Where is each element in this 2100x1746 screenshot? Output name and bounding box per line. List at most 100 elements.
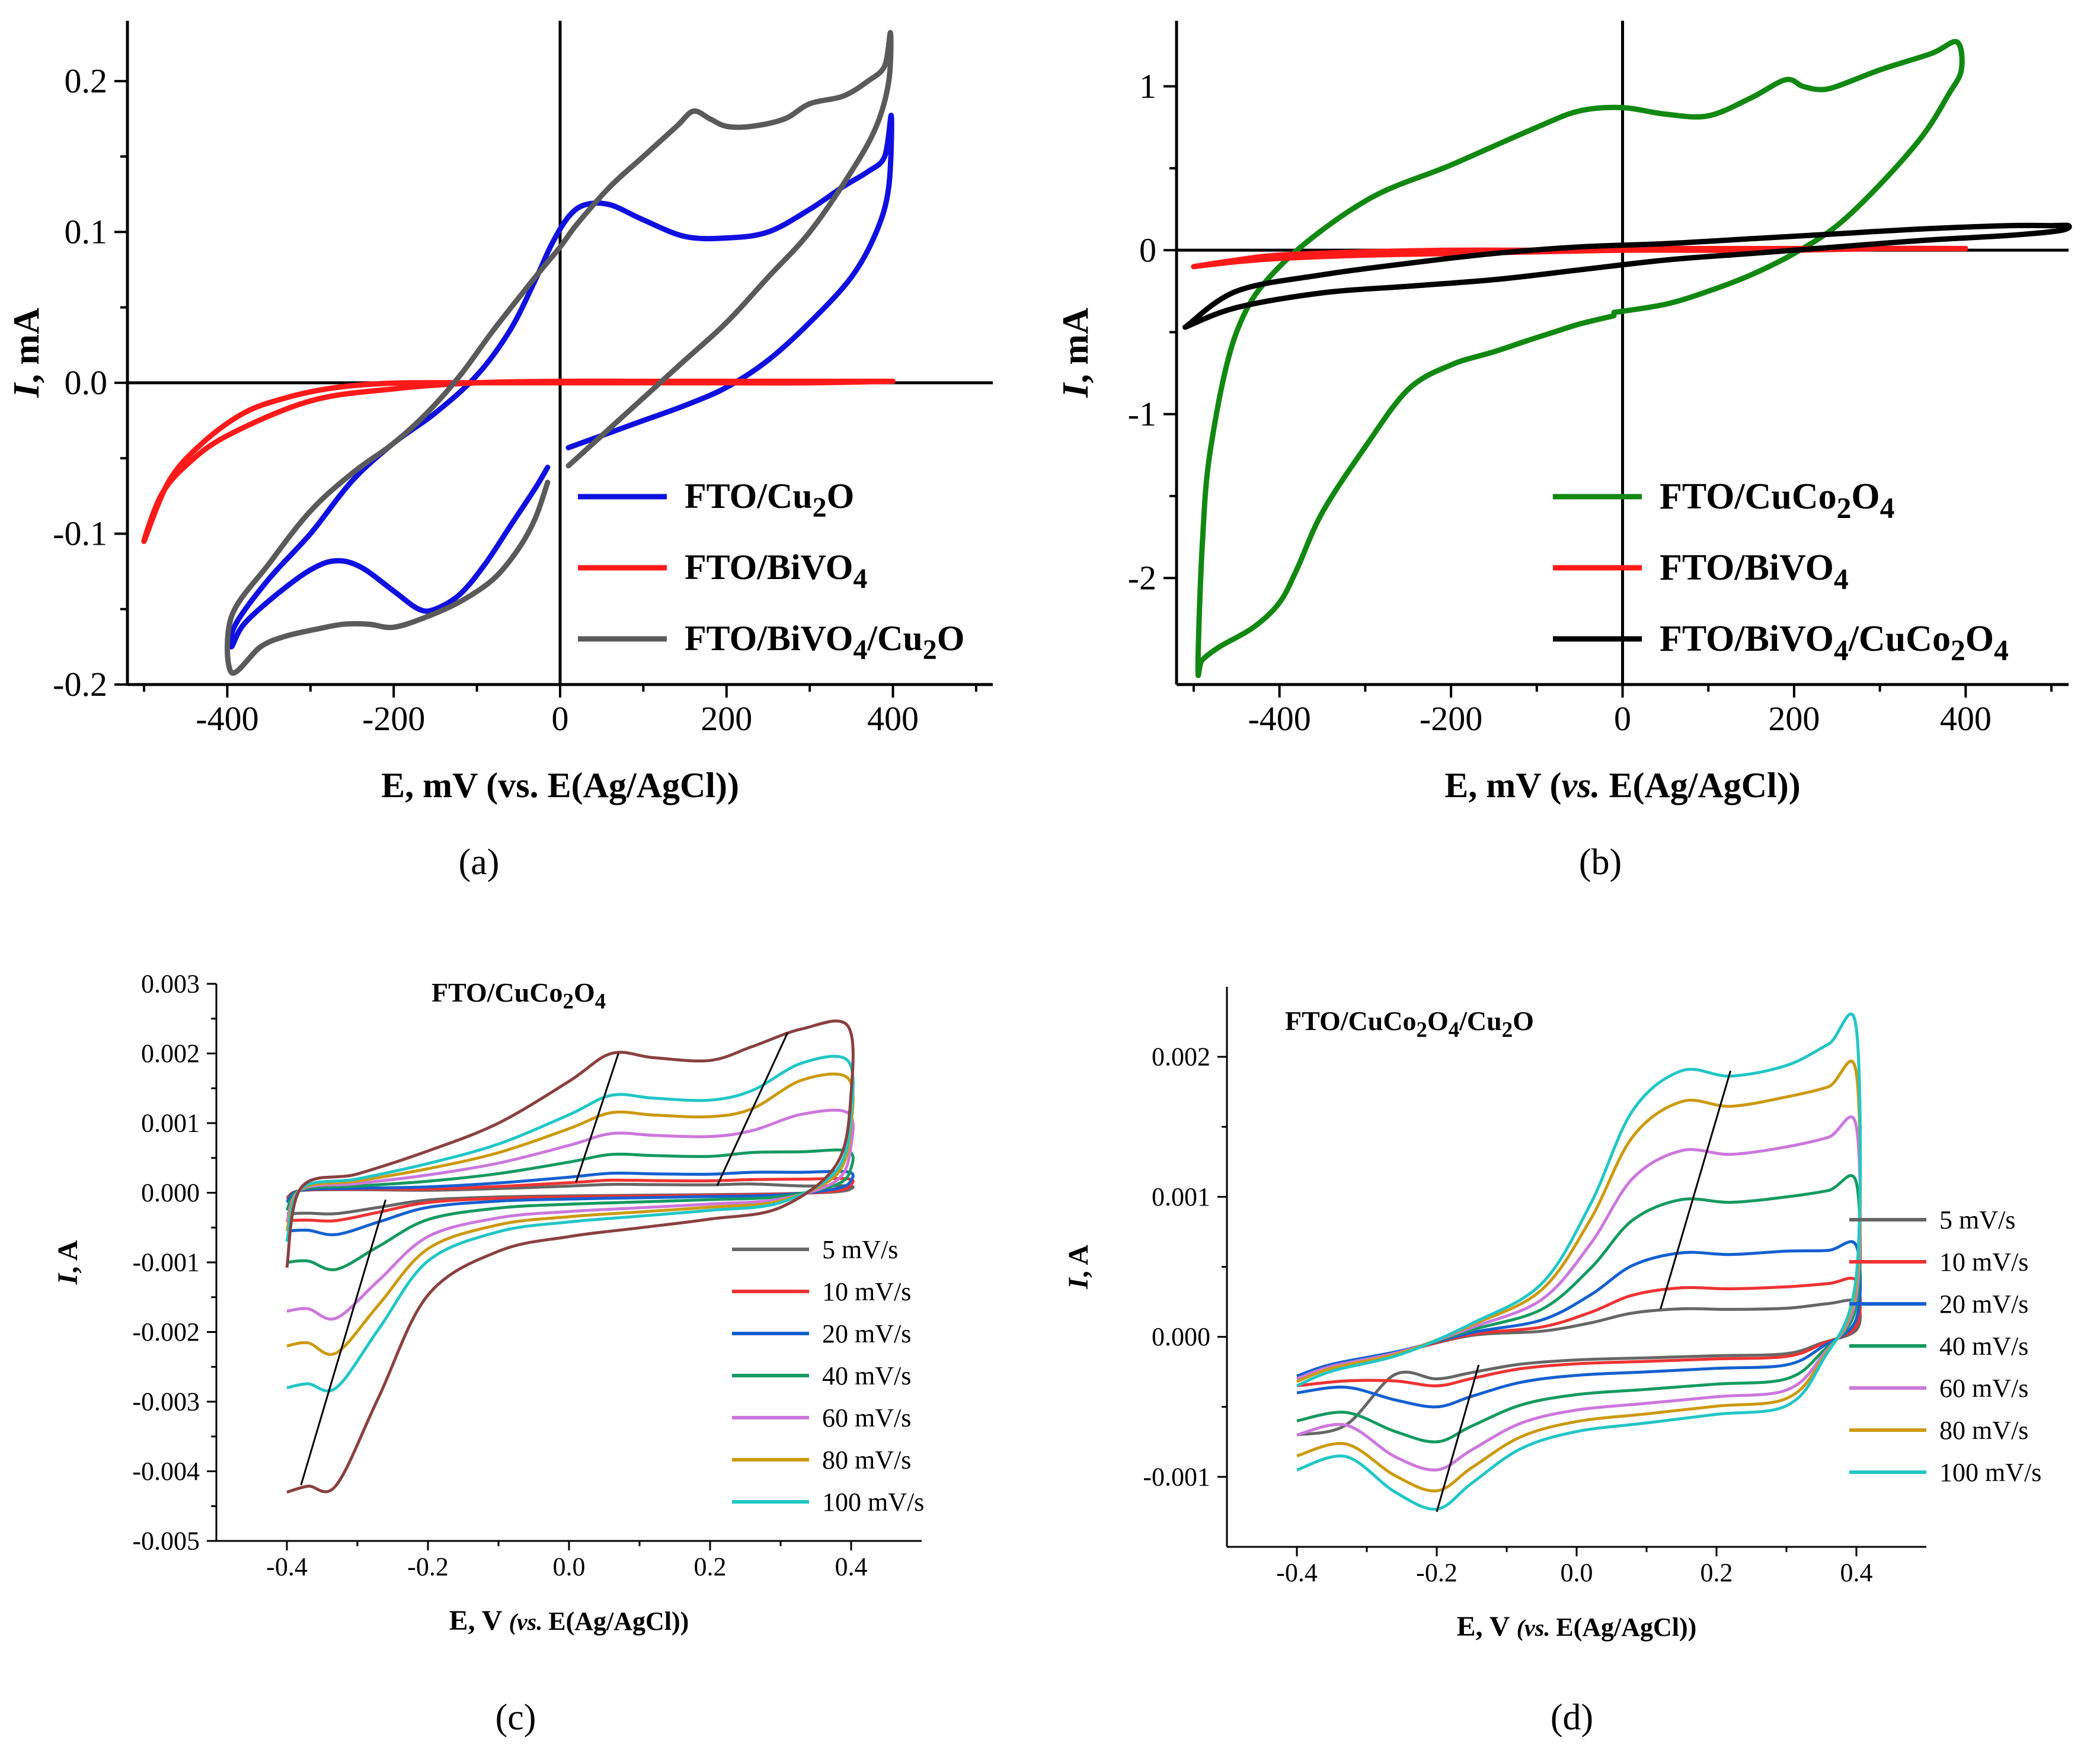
legend: 5 mV/s 10 mV/s 20 mV/s 40 mV/s 60 mV/s 80 mV/…: [1849, 1205, 2041, 1487]
y-tick-label: -2: [1128, 558, 1156, 597]
legend-label: FTO/Cu2O: [685, 477, 854, 523]
x-tick-label: -0.2: [1416, 1558, 1457, 1587]
peak-trend-line: [1436, 1364, 1480, 1512]
caption-c: (c): [496, 1697, 536, 1738]
panel-c-chart: -0.4 -0.2 0.0 0.2 0.4-0.005-0.004-0.003-0.00…: [52, 970, 924, 1636]
y-tick-label: 0.001: [1152, 1182, 1210, 1211]
legend-label: 80 mV/s: [822, 1446, 911, 1475]
y-ticks: -0.2 -0.1 0.0 0.1 0.2: [53, 62, 127, 703]
series-line: [286, 1182, 855, 1216]
legend-label: FTO/BiVO4/CuCo2O4: [1660, 619, 2009, 667]
legend-label: 20 mV/s: [822, 1319, 911, 1348]
panel-d-chart: -0.4 -0.2 0.0 0.2 0.4 -0.001 0.000 0.001 0.002 FT…: [1063, 987, 2041, 1642]
y-tick-label: -0.1: [53, 514, 107, 553]
x-axis-title: E, V (vs. E(Ag/AgCl)): [1457, 1611, 1697, 1642]
legend-label: 100 mV/s: [1939, 1458, 2041, 1487]
x-tick-label: -200: [1420, 699, 1482, 738]
y-axis-title: I, mA: [1056, 308, 1096, 398]
x-tick-label: -200: [362, 699, 425, 738]
peak-trend-line: [1660, 1070, 1732, 1309]
trend-lines: [300, 1032, 789, 1486]
legend-label: FTO/CuCo2O4: [1660, 477, 1894, 525]
x-ticks: -400 -200 0 200 400: [1192, 685, 2053, 738]
legend-label: 5 mV/s: [1939, 1205, 2015, 1235]
peak-trend-line: [716, 1032, 789, 1187]
legend-label: FTO/BiVO4: [685, 548, 867, 594]
y-axis-title: I, A: [1063, 1245, 1094, 1290]
peak-trend-line: [300, 1199, 387, 1486]
y-tick-label: 0: [1139, 231, 1156, 269]
x-tick-label: -400: [196, 699, 258, 738]
y-tick-label: 0.001: [141, 1109, 200, 1138]
series-line: [285, 1148, 855, 1271]
x-tick-label: 200: [1768, 699, 1820, 738]
y-ticks: -0.005 -0.004 -0.003 -0.002 -0.001 0.000 0.001…: [132, 970, 216, 1556]
series-line: [224, 30, 894, 676]
series-line: [286, 1169, 855, 1236]
series-group: [1182, 39, 2072, 678]
trend-lines: [1436, 1070, 1732, 1512]
y-tick-label: 0.003: [141, 970, 200, 999]
panel-title: FTO/CuCo2O4/Cu2O: [1285, 1006, 1534, 1042]
legend-label: 60 mV/s: [822, 1403, 911, 1432]
legend-label: 10 mV/s: [1939, 1248, 2028, 1277]
y-tick-label: -0.001: [1143, 1462, 1210, 1491]
y-tick-label: 0.0: [65, 363, 108, 402]
y-ticks: -2 -1 0 1: [1128, 67, 1177, 597]
caption-b: (b): [1579, 842, 1622, 882]
x-axis-title: E, V (vs. E(Ag/AgCl)): [449, 1605, 689, 1636]
series-line: [285, 1054, 855, 1393]
series-line: [141, 378, 896, 544]
series-line: [1195, 39, 1965, 678]
y-tick-label: 0.000: [141, 1178, 200, 1207]
series-group: [285, 1019, 855, 1494]
x-tick-label: -400: [1248, 699, 1310, 738]
x-axis-title: E, mV (vs. E(Ag/AgCl)): [1444, 766, 1801, 805]
series-line: [228, 113, 894, 650]
x-tick-label: 0: [1614, 699, 1631, 738]
peak-trend-line: [575, 1053, 619, 1183]
x-tick-label: -0.2: [407, 1552, 449, 1581]
series-line: [1296, 1012, 1862, 1511]
y-tick-label: 0.000: [1152, 1322, 1210, 1351]
caption-a: (a): [459, 842, 500, 882]
legend: FTO/CuCo2O4 FTO/BiVO4 FTO/BiVO4/CuCo2O4: [1553, 477, 2009, 666]
series-group: [1296, 1012, 1862, 1511]
y-tick-label: -0.001: [132, 1248, 200, 1277]
x-tick-label: 0.4: [1840, 1558, 1873, 1587]
series-line: [286, 1176, 855, 1223]
legend-label: 40 mV/s: [822, 1361, 911, 1390]
x-tick-label: -0.4: [1276, 1558, 1318, 1587]
y-ticks: -0.001 0.000 0.001 0.002: [1143, 1043, 1227, 1491]
y-tick-label: -0.2: [53, 665, 107, 703]
caption-d: (d): [1551, 1697, 1593, 1738]
legend-label: 40 mV/s: [1939, 1332, 2028, 1361]
legend: FTO/Cu2O FTO/BiVO4 FTO/BiVO4/Cu2O: [578, 477, 964, 666]
x-tick-label: 0.4: [835, 1552, 868, 1581]
series-line: [285, 1108, 855, 1321]
legend-label: 10 mV/s: [822, 1277, 911, 1306]
x-axis-title: E, mV (vs. E(Ag/AgCl)): [381, 766, 739, 805]
x-tick-label: 0.2: [1701, 1558, 1733, 1587]
legend-label: 60 mV/s: [1939, 1374, 2028, 1403]
x-tick-label: 0: [552, 699, 569, 738]
y-tick-label: -0.003: [132, 1387, 200, 1416]
y-axis-title: I, mA: [7, 308, 47, 398]
x-tick-label: 0.0: [553, 1552, 586, 1581]
y-tick-label: -0.004: [132, 1457, 200, 1486]
legend-label: FTO/BiVO4: [1660, 548, 1849, 596]
x-tick-label: 400: [1940, 699, 1992, 738]
y-tick-label: 0.002: [1152, 1043, 1210, 1072]
x-tick-label: 0.0: [1561, 1558, 1593, 1587]
series-line: [1191, 245, 1968, 270]
legend-label: 80 mV/s: [1939, 1416, 2028, 1445]
x-ticks: -400 -200 0 200 400: [143, 685, 977, 738]
legend: 5 mV/s 10 mV/s 20 mV/s 40 mV/s 60 mV/s 80 mV/…: [732, 1235, 924, 1517]
series-line: [285, 1019, 855, 1494]
panel-b-chart: -400 -200 0 200 400 -2 -1 0 1 FTO/CuCo2O4 FTO/BiVO…: [1056, 21, 2072, 805]
y-tick-label: -0.005: [132, 1527, 200, 1556]
y-tick-label: 1: [1139, 67, 1156, 105]
x-ticks: -0.4 -0.2 0.0 0.2 0.4: [266, 1541, 868, 1581]
y-tick-label: 0.2: [65, 62, 108, 100]
